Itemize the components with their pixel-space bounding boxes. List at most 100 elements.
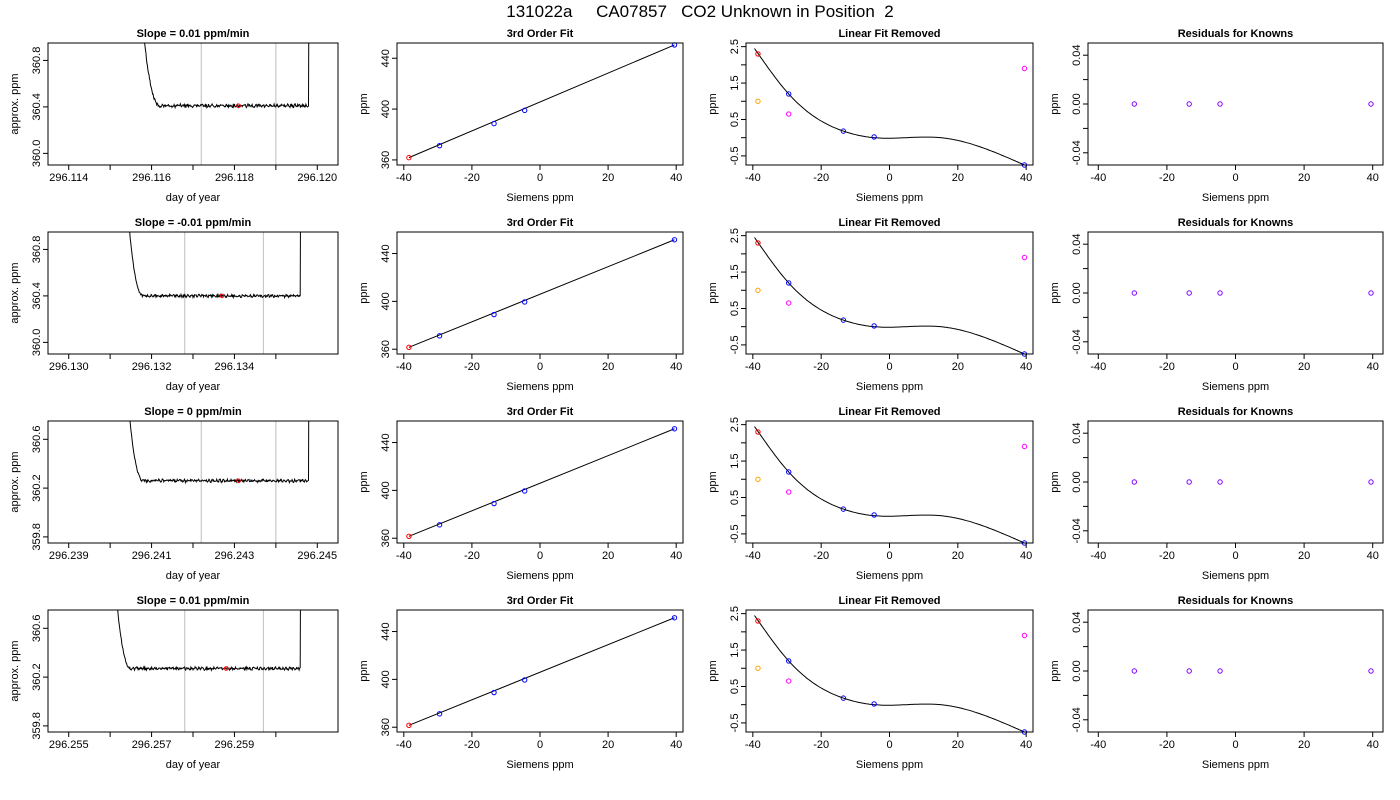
data-point xyxy=(1368,101,1374,107)
data-point xyxy=(491,311,497,318)
x-tick-label: 20 xyxy=(952,550,964,562)
x-axis-label: Siemens ppm xyxy=(506,759,573,771)
x-tick-label: 20 xyxy=(952,361,964,373)
fit-line xyxy=(408,428,675,537)
data-point xyxy=(1186,101,1192,107)
y-tick-label: 360.8 xyxy=(31,236,43,264)
x-tick-label: 0 xyxy=(886,361,892,373)
x-axis-label: Siemens ppm xyxy=(856,381,923,393)
data-point xyxy=(491,120,497,127)
data-point xyxy=(236,103,241,109)
x-tick-label: 296.257 xyxy=(132,739,172,751)
panel-title: Residuals for Knowns xyxy=(1178,595,1294,607)
y-tick-label: 360.2 xyxy=(31,663,43,691)
x-tick-label: -40 xyxy=(396,172,412,184)
y-tick-label: -0.04 xyxy=(1071,518,1083,543)
x-tick-label: 0 xyxy=(886,739,892,751)
panel-title: Residuals for Knowns xyxy=(1178,217,1294,229)
y-tick-label: 0.00 xyxy=(1071,282,1083,303)
x-tick-label: -40 xyxy=(1090,172,1106,184)
data-point xyxy=(786,658,792,664)
x-tick-label: 296.259 xyxy=(215,739,255,751)
y-tick-label: 360.8 xyxy=(31,47,43,75)
y-tick-label: 0.5 xyxy=(729,301,741,316)
fit-curve xyxy=(754,615,1025,732)
panel-r4-trace: 296.255 296.257 296.259 359.8 360.2 360.6 Slop… xyxy=(9,595,339,771)
x-tick-label: -20 xyxy=(813,361,829,373)
plot-frame xyxy=(396,231,684,355)
x-tick-label: -20 xyxy=(1159,739,1175,751)
x-tick-label: 296.132 xyxy=(132,361,172,373)
y-tick-label: 0.04 xyxy=(1071,44,1083,65)
x-tick-label: -20 xyxy=(464,739,480,751)
fit-curve xyxy=(754,237,1025,354)
panel-r4-fit: -40 -20 0 20 40 360 400 440 3rd Order Fit Siemens… xyxy=(358,595,684,771)
x-tick-label: 20 xyxy=(1298,550,1310,562)
data-point xyxy=(236,478,241,484)
data-point xyxy=(755,287,761,293)
y-tick-label: 360.4 xyxy=(31,282,43,310)
data-point xyxy=(755,98,761,104)
data-point xyxy=(755,51,761,57)
y-tick-label: -0.04 xyxy=(1071,140,1083,165)
data-point xyxy=(871,323,877,329)
x-tick-label: 296.130 xyxy=(49,361,89,373)
x-tick-label: 0 xyxy=(1232,739,1238,751)
panel-r2-trace: 296.130 296.132 296.134 360.0 360.4 360.8 Slop… xyxy=(9,217,339,393)
panel-title: Linear Fit Removed xyxy=(838,406,940,418)
panel-title: Linear Fit Removed xyxy=(838,28,940,40)
data-point xyxy=(436,522,443,528)
x-axis-label: Siemens ppm xyxy=(856,192,923,204)
panel-title: Residuals for Knowns xyxy=(1178,406,1294,418)
y-axis-label: ppm xyxy=(707,660,719,681)
x-tick-label: 40 xyxy=(1020,739,1032,751)
y-tick-label: 1.5 xyxy=(729,642,741,657)
series-line xyxy=(129,421,310,485)
data-point xyxy=(786,300,792,306)
x-tick-label: -20 xyxy=(1159,172,1175,184)
data-point xyxy=(1217,479,1223,485)
y-tick-label: 360 xyxy=(380,529,392,547)
x-tick-label: 296.120 xyxy=(297,172,337,184)
data-point xyxy=(1021,632,1028,639)
y-tick-label: 360.6 xyxy=(31,426,43,454)
y-tick-label: 0.00 xyxy=(1071,660,1083,681)
y-tick-label: 2.5 xyxy=(729,228,741,243)
data-point xyxy=(871,512,877,518)
y-axis-label: ppm xyxy=(707,93,719,114)
y-tick-label: 0.04 xyxy=(1071,422,1083,443)
y-tick-label: 359.8 xyxy=(31,523,43,551)
x-tick-label: 40 xyxy=(1020,172,1032,184)
x-tick-label: -40 xyxy=(1090,739,1106,751)
x-tick-label: -20 xyxy=(464,550,480,562)
y-tick-label: 2.5 xyxy=(729,606,741,621)
y-tick-label: -0.5 xyxy=(729,335,741,354)
plot-frame xyxy=(745,231,1034,355)
data-point xyxy=(1217,290,1223,296)
panel-title: Slope = 0 ppm/min xyxy=(144,406,242,418)
data-point xyxy=(521,107,528,114)
y-tick-label: 0.00 xyxy=(1071,93,1083,114)
data-point xyxy=(436,711,443,717)
x-tick-label: 20 xyxy=(952,739,964,751)
x-tick-label: -40 xyxy=(745,550,761,562)
x-tick-label: 296.255 xyxy=(49,739,89,751)
x-tick-label: 20 xyxy=(1298,172,1310,184)
x-tick-label: 0 xyxy=(1232,361,1238,373)
data-point xyxy=(406,344,412,351)
y-axis-label: ppm xyxy=(358,471,370,492)
panel-title: 3rd Order Fit xyxy=(507,28,574,40)
data-point xyxy=(786,111,792,117)
y-tick-label: -0.04 xyxy=(1071,329,1083,354)
data-point xyxy=(1021,254,1028,261)
y-tick-label: 359.8 xyxy=(31,712,43,740)
x-axis-label: Siemens ppm xyxy=(506,570,573,582)
x-tick-label: 40 xyxy=(670,172,682,184)
panel-title: Linear Fit Removed xyxy=(838,217,940,229)
x-tick-label: 40 xyxy=(1367,361,1379,373)
x-tick-label: 0 xyxy=(886,172,892,184)
plot-frame xyxy=(396,420,684,544)
fit-curve xyxy=(754,48,1025,165)
data-point xyxy=(671,237,678,243)
